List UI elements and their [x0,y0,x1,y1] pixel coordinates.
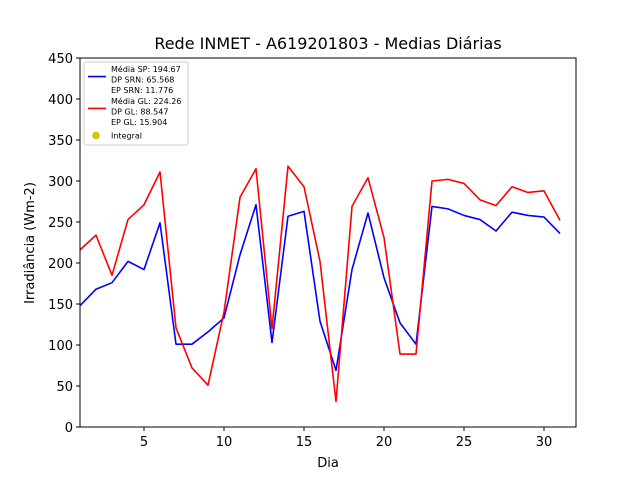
x-tick-label: 10 [216,435,233,450]
x-tick-label: 30 [536,435,553,450]
legend-entry: Média SP: 194.67 [111,64,181,74]
chart-title: Rede INMET - A619201803 - Medias Diárias [154,34,501,53]
y-axis: 0 50 100 150 200 250 300 350 400 450 [48,52,80,436]
legend-entry: EP GL: 15.904 [111,118,167,127]
y-axis-label: Irradiância (Wm-2) [23,182,38,304]
y-tick-label: 200 [48,257,73,272]
x-tick-label: 15 [296,435,313,450]
legend-entry: DP GL: 88.547 [111,107,168,116]
x-tick-label: 20 [376,435,393,450]
legend-entry: EP SRN: 11.776 [111,86,173,95]
y-tick-label: 0 [65,421,73,436]
series-line-1 [79,203,561,372]
x-tick-label: 25 [456,435,473,450]
legend-entry: Média GL: 224.26 [111,96,181,106]
x-axis: 5 10 15 20 25 30 [140,427,552,450]
legend-box [83,61,189,146]
y-tick-label: 250 [48,216,73,231]
y-tick-label: 450 [48,52,73,67]
plot-area [79,57,577,428]
legend-marker-integral [92,131,100,140]
y-tick-label: 300 [48,175,73,190]
y-tick-label: 100 [48,339,73,354]
y-tick-label: 350 [48,134,73,149]
y-tick-label: 50 [56,380,73,395]
series-line-2 [79,165,561,403]
legend-entry: Integral [111,132,142,141]
y-tick-label: 150 [48,298,73,313]
legend-entry: DP SRN: 65.568 [111,76,174,85]
y-tick-label: 400 [48,93,73,108]
x-axis-label: Dia [317,456,339,471]
x-tick-label: 5 [140,435,148,450]
plot-frame [79,57,577,428]
